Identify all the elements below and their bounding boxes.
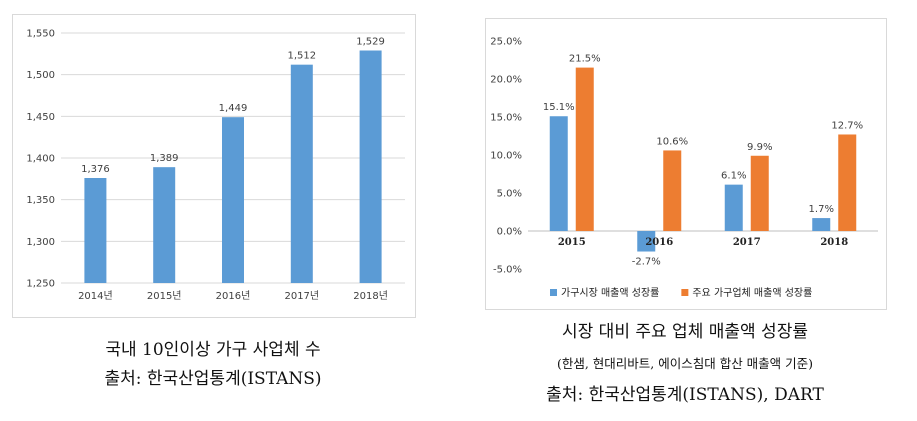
y-tick-label: 1,300: [26, 237, 55, 248]
y-tick-label: 10.0%: [490, 151, 522, 162]
data-label: 9.9%: [747, 142, 772, 153]
y-tick-label: -5.0%: [493, 265, 522, 276]
y-tick-label: 1,550: [26, 29, 55, 40]
bar: [838, 134, 857, 231]
y-tick-label: 1,250: [26, 279, 55, 290]
data-label: 1.7%: [809, 204, 834, 215]
data-label: 1,449: [219, 103, 248, 114]
y-tick-label: 1,350: [26, 195, 55, 206]
bar: [637, 231, 656, 252]
data-label: 15.1%: [543, 102, 575, 113]
caption-left: 국내 10인이상 가구 사업체 수 출처: 한국산업통계(ISTANS): [12, 336, 414, 394]
growth-rate-chart: -5.0% 0.0% 5.0% 10.0% 15.0% 20.0% 25.0% 15.1% 21…: [490, 37, 878, 299]
data-label: 1,376: [81, 164, 110, 175]
bar: [222, 117, 244, 284]
caption-left-source: 출처: 한국산업통계(ISTANS): [104, 369, 322, 389]
data-label: 12.7%: [831, 120, 863, 131]
data-label: 1,512: [287, 51, 316, 62]
bar: [575, 67, 594, 231]
chart-right-frame: -5.0% 0.0% 5.0% 10.0% 15.0% 20.0% 25.0% 15.1% 21…: [485, 18, 887, 310]
x-tick-label: 2018년: [353, 290, 388, 302]
business-count-chart: 1,250 1,300 1,350 1,400 1,450 1,500 1,550 1,376…: [26, 29, 405, 302]
y-tick-label: 20.0%: [490, 75, 522, 86]
bar: [84, 178, 107, 283]
legend-label: 가구시장 매출액 성장률: [561, 287, 659, 299]
y-tick-label: 0.0%: [497, 227, 522, 238]
y-tick-label: 1,450: [26, 112, 55, 123]
data-label: -2.7%: [632, 257, 661, 268]
bar: [724, 184, 743, 231]
legend-label: 주요 가구업체 매출액 성장률: [692, 286, 812, 299]
legend-swatch: [550, 289, 557, 296]
bar: [549, 116, 568, 231]
bar: [812, 218, 831, 231]
data-label: 1,529: [356, 37, 385, 48]
caption-right-source: 출처: 한국산업통계(ISTANS), DART: [546, 385, 824, 405]
y-tick-label: 25.0%: [490, 37, 522, 48]
y-tick-label: 1,400: [26, 154, 55, 165]
data-label: 21.5%: [569, 54, 601, 65]
chart-left-frame: 1,250 1,300 1,350 1,400 1,450 1,500 1,550 1,376…: [12, 14, 416, 318]
caption-right-title: 시장 대비 주요 업체 매출액 성장률: [562, 322, 808, 342]
x-tick-label: 2014년: [78, 290, 113, 302]
x-tick-label: 2015년: [147, 290, 182, 302]
bar: [153, 167, 176, 283]
bar: [750, 155, 769, 231]
caption-left-title: 국내 10인이상 가구 사업체 수: [105, 340, 321, 360]
x-tick-label: 2017년: [284, 290, 319, 302]
y-tick-label: 15.0%: [490, 113, 522, 124]
data-label: 10.6%: [656, 136, 688, 147]
bar: [290, 64, 313, 283]
legend-swatch: [681, 289, 689, 296]
x-tick-label: 2017: [733, 237, 761, 248]
data-label: 6.1%: [721, 171, 746, 182]
data-label: 1,389: [150, 153, 179, 164]
y-tick-label: 5.0%: [497, 189, 522, 200]
x-tick-label: 2015: [558, 237, 586, 248]
bar: [663, 150, 682, 231]
x-tick-label: 2016년: [216, 290, 251, 302]
y-tick-label: 1,500: [26, 70, 55, 81]
x-tick-label: 2016: [645, 237, 673, 248]
x-tick-label: 2018: [820, 237, 848, 248]
caption-right-subtitle: (한샘, 현대리바트, 에이스침대 합산 매출액 기준): [556, 356, 814, 371]
bar: [359, 50, 382, 283]
